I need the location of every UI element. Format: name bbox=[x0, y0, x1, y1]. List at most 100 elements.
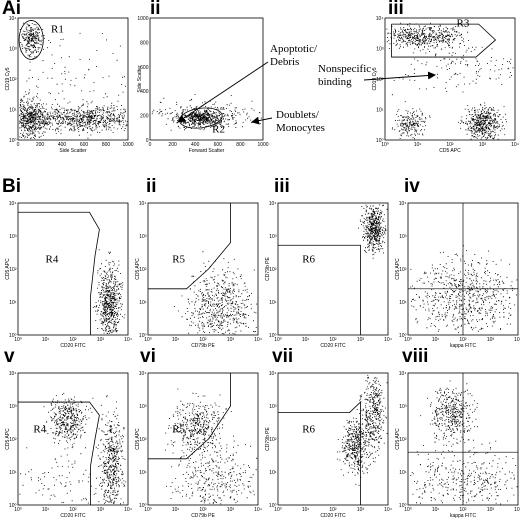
plot-frame bbox=[17, 202, 129, 336]
y-tick-label: 10⁰ bbox=[139, 333, 147, 339]
y-tick-label: 10¹ bbox=[139, 300, 147, 306]
y-axis-label: CD79b PE bbox=[265, 257, 271, 281]
dot-cloud bbox=[19, 22, 45, 63]
x-axis-label: CD20 FITC bbox=[320, 343, 346, 349]
x-tick-label: 200 bbox=[168, 142, 177, 148]
x-tick-label: 10² bbox=[199, 507, 207, 513]
gate-label: R1 bbox=[51, 24, 64, 36]
arrow bbox=[177, 61, 269, 123]
gate-label: R6 bbox=[302, 423, 315, 435]
x-tick-label: 10⁴ bbox=[384, 337, 392, 343]
y-tick-label: 10⁰ bbox=[269, 333, 277, 339]
x-axis-label: Side Scatter bbox=[59, 148, 87, 154]
x-axis-label: CD20 FITC bbox=[60, 513, 86, 519]
y-tick-label: 600 bbox=[140, 65, 149, 71]
y-axis-label: CD5 APC bbox=[135, 258, 141, 280]
x-tick-label: 10¹ bbox=[172, 337, 180, 343]
x-tick-label: 10³ bbox=[97, 507, 105, 513]
y-tick-label: 1000 bbox=[137, 16, 148, 22]
panel: vii R6 10⁰ 10¹ 10² 10³ 10⁴ 10⁰ 10¹ 10² 10³ 10⁴ CD20 … bbox=[265, 346, 392, 519]
gate bbox=[148, 373, 231, 460]
x-tick-label: 10¹ bbox=[414, 142, 422, 148]
gate bbox=[148, 203, 231, 290]
x-tick-label: 10⁰ bbox=[14, 337, 22, 343]
x-tick-label: 10⁰ bbox=[381, 142, 389, 148]
y-tick-label: 10⁰ bbox=[9, 333, 17, 339]
x-tick-label: 10⁰ bbox=[274, 337, 282, 343]
x-tick-label: 10² bbox=[329, 337, 337, 343]
panel: vi R5 10⁰ 10¹ 10² 10³ 10⁴ 10⁰ 10¹ 10² 10³ 10⁴ CD79b … bbox=[135, 346, 262, 519]
y-axis-label: CD5 APC bbox=[395, 428, 401, 450]
x-tick-label: 400 bbox=[191, 142, 200, 148]
gate-label: R3 bbox=[457, 18, 470, 30]
gate-label: R4 bbox=[46, 253, 59, 265]
x-tick-label: 10¹ bbox=[432, 337, 440, 343]
y-axis-label: CD79b PE bbox=[265, 427, 271, 451]
gate bbox=[18, 20, 44, 60]
dot-cloud bbox=[92, 249, 126, 334]
dot-cloud bbox=[359, 374, 388, 463]
x-tick-label: 10² bbox=[459, 337, 467, 343]
dot-cloud bbox=[165, 427, 258, 505]
y-tick-label: 10⁰ bbox=[139, 503, 147, 509]
y-tick-label: 10¹ bbox=[9, 108, 17, 114]
y-tick-label: 10⁴ bbox=[139, 201, 147, 207]
x-axis-label: kappa FITC bbox=[450, 343, 477, 349]
x-tick-label: 10³ bbox=[227, 337, 235, 343]
y-tick-label: 10³ bbox=[139, 404, 147, 410]
y-axis-label: CD5 APC bbox=[135, 428, 141, 450]
panel-label: iv bbox=[404, 176, 420, 197]
y-tick-label: 10³ bbox=[9, 47, 17, 53]
x-tick-label: 10¹ bbox=[172, 507, 180, 513]
y-tick-label: 10² bbox=[269, 437, 277, 443]
y-axis-label: CD5 APC bbox=[5, 428, 11, 450]
x-tick-label: 10² bbox=[69, 337, 77, 343]
y-tick-label: 10³ bbox=[399, 404, 407, 410]
x-tick-label: 10⁰ bbox=[14, 507, 22, 513]
x-tick-label: 400 bbox=[58, 142, 67, 148]
panel-label: vi bbox=[140, 346, 156, 367]
y-tick-label: 400 bbox=[140, 89, 149, 95]
dot-cloud bbox=[43, 392, 94, 449]
panel: Bi R4 10⁰ 10¹ 10² 10³ 10⁴ 10⁰ 10¹ 10² 10³ 10⁴ CD20 F… bbox=[2, 176, 132, 349]
y-tick-label: 10⁴ bbox=[139, 371, 147, 377]
plot-frame bbox=[17, 372, 129, 506]
gate-label: R5 bbox=[172, 253, 185, 265]
y-tick-label: 0 bbox=[146, 138, 149, 144]
panel-label: viii bbox=[402, 346, 428, 367]
x-axis-label: Forward Scatter bbox=[189, 148, 225, 154]
panel: iii R6 10⁰ 10¹ 10² 10³ 10⁴ 10⁰ 10¹ 10² 10³ 10⁴ CD20 … bbox=[265, 176, 392, 349]
x-tick-label: 10⁴ bbox=[124, 507, 132, 513]
y-axis-label: CD5 APC bbox=[395, 258, 401, 280]
x-axis-label: CD79b PE bbox=[191, 343, 215, 349]
x-tick-label: 800 bbox=[102, 142, 111, 148]
y-tick-label: 10² bbox=[399, 437, 407, 443]
x-tick-label: 10³ bbox=[487, 337, 495, 343]
y-tick-label: 10² bbox=[376, 77, 384, 83]
dot-cloud bbox=[165, 388, 232, 459]
gate bbox=[18, 211, 100, 335]
y-tick-label: 10¹ bbox=[269, 470, 277, 476]
dot-cloud bbox=[19, 86, 51, 139]
y-tick-label: 10³ bbox=[9, 234, 17, 240]
x-tick-label: 10¹ bbox=[302, 507, 310, 513]
y-tick-label: 10² bbox=[139, 267, 147, 273]
plot-frame bbox=[277, 372, 389, 506]
y-tick-label: 10² bbox=[9, 437, 17, 443]
panel: viii 10⁰ 10¹ 10² 10³ 10⁴ 10⁰ 10¹ 10² 10³ 10⁴ kappa … bbox=[395, 346, 520, 519]
x-tick-label: 10⁴ bbox=[254, 507, 262, 513]
x-tick-label: 10⁴ bbox=[514, 507, 520, 513]
gate bbox=[391, 23, 497, 58]
gate bbox=[18, 401, 100, 505]
annotation: binding bbox=[318, 76, 352, 88]
y-tick-label: 10¹ bbox=[399, 300, 407, 306]
dot-cloud bbox=[336, 409, 375, 486]
y-tick-label: 10² bbox=[9, 77, 17, 83]
panel-label: ii bbox=[146, 176, 157, 197]
x-tick-label: 10¹ bbox=[302, 337, 310, 343]
x-tick-label: 10³ bbox=[487, 507, 495, 513]
dot-cloud bbox=[410, 245, 518, 334]
dot-cloud bbox=[420, 380, 483, 445]
panel: ii R5 10⁰ 10¹ 10² 10³ 10⁴ 10⁰ 10¹ 10² 10³ 10⁴ CD79b … bbox=[135, 176, 262, 349]
